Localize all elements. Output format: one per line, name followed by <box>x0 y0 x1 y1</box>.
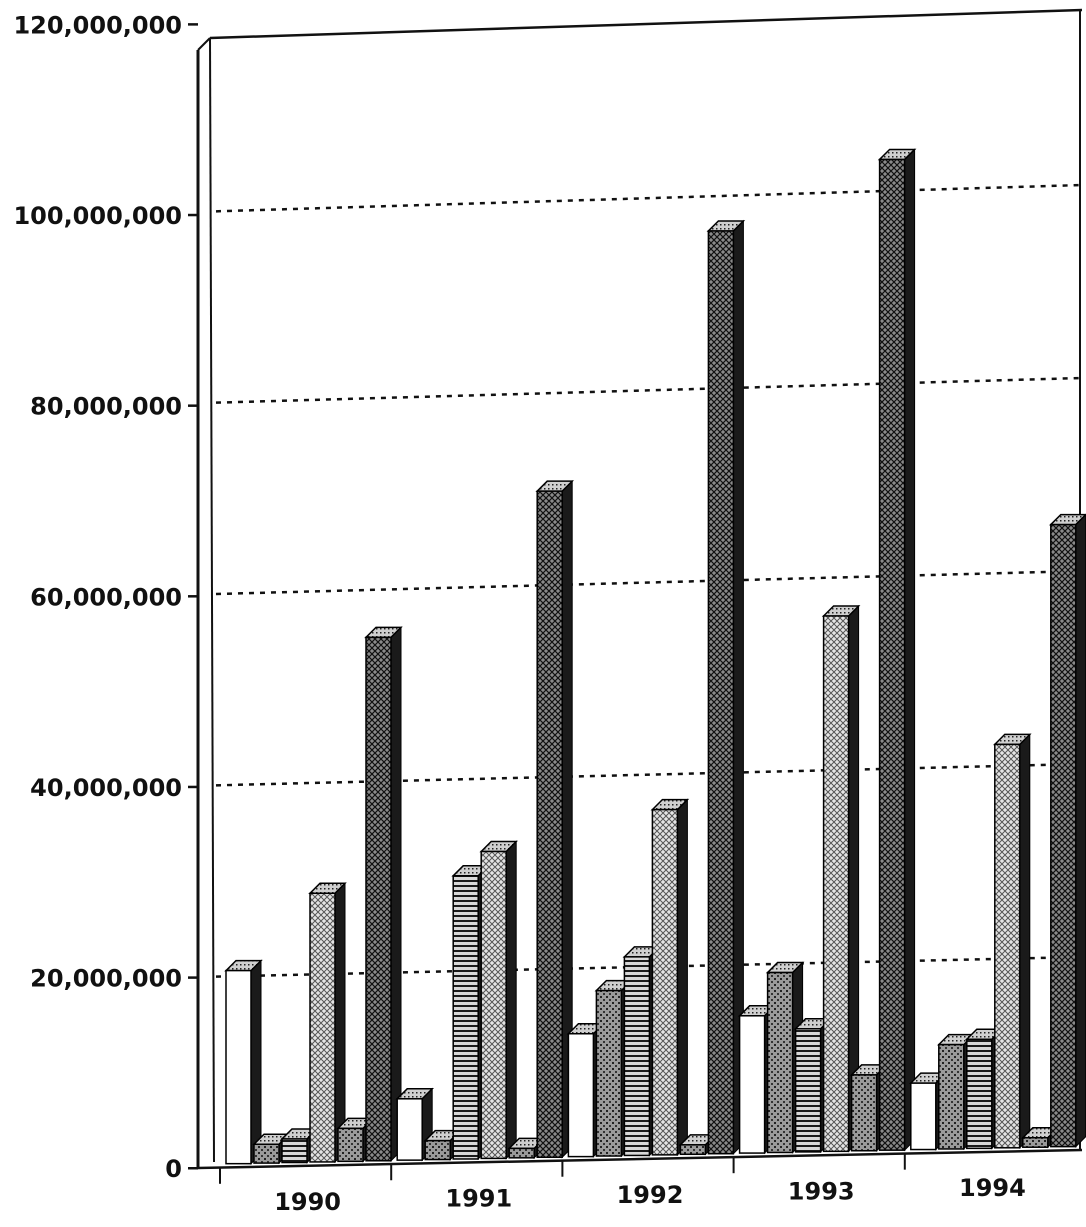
bar-front <box>424 1139 451 1161</box>
x-axis-line <box>197 1148 1083 1170</box>
bar-front <box>766 971 794 1154</box>
frame-corner <box>197 37 211 51</box>
bar-side <box>505 840 517 1160</box>
y-tick-label: 80,000,000 <box>30 393 182 421</box>
bar <box>821 604 861 1153</box>
bar-front <box>253 1143 280 1164</box>
bar-front <box>225 969 252 1165</box>
bar <box>1048 513 1086 1148</box>
bar <box>706 219 746 1155</box>
x-tick-label: 1990 <box>274 1188 341 1216</box>
bar-front <box>651 808 679 1156</box>
bar <box>364 626 403 1162</box>
bar-front <box>738 1015 766 1154</box>
bar-front <box>910 1082 937 1151</box>
frame-top <box>209 8 1083 40</box>
y-tick-label: 40,000,000 <box>30 774 182 802</box>
bar-front <box>938 1043 965 1150</box>
bar-front <box>337 1127 364 1163</box>
bar-front <box>1022 1136 1049 1148</box>
bar-front <box>679 1144 707 1156</box>
bar-front <box>309 892 336 1163</box>
bar <box>650 798 690 1157</box>
bar-side <box>250 959 262 1165</box>
bar-front <box>281 1138 308 1164</box>
bar-front <box>794 1028 822 1153</box>
bar-side <box>1075 513 1086 1148</box>
bar-front <box>452 875 479 1160</box>
gridline <box>215 183 1083 213</box>
bar-front <box>567 1032 595 1158</box>
frame-inner-left <box>209 37 215 1163</box>
bar-front <box>1050 523 1077 1148</box>
y-tick-label: 0 <box>165 1155 182 1183</box>
bar-side <box>1019 733 1031 1150</box>
bar-side <box>676 798 688 1157</box>
bar-front <box>966 1038 993 1150</box>
bar-front <box>707 230 735 1155</box>
bar-front <box>994 743 1021 1149</box>
bar-front <box>396 1098 423 1161</box>
bar-front <box>508 1147 535 1159</box>
y-tick-label: 120,000,000 <box>13 11 182 39</box>
x-tick-label: 1994 <box>959 1174 1026 1202</box>
bar-side <box>334 882 346 1164</box>
bar <box>992 733 1032 1150</box>
bar <box>308 882 347 1164</box>
bar-front <box>536 490 563 1158</box>
y-tick-label: 100,000,000 <box>13 202 182 230</box>
bar-front <box>822 615 850 1153</box>
bar-side <box>904 148 916 1152</box>
y-tick-label: 60,000,000 <box>30 583 182 611</box>
gridline <box>215 376 1083 404</box>
bar <box>535 479 575 1159</box>
bar <box>224 959 263 1165</box>
bar-front <box>595 989 623 1157</box>
y-tick-label: 20,000,000 <box>30 965 182 993</box>
bar-front <box>850 1074 878 1152</box>
gridline <box>215 569 1083 596</box>
gridline <box>215 762 1083 787</box>
bar-front <box>878 158 906 1151</box>
bar <box>877 148 917 1152</box>
x-tick-label: 1992 <box>617 1181 684 1209</box>
bar-front <box>480 850 507 1160</box>
bar-front <box>365 636 392 1162</box>
bar-front <box>623 956 651 1157</box>
x-tick-label: 1991 <box>445 1184 512 1212</box>
x-tick-label: 1993 <box>788 1177 855 1205</box>
bar-side <box>390 626 402 1162</box>
bar <box>479 840 519 1160</box>
